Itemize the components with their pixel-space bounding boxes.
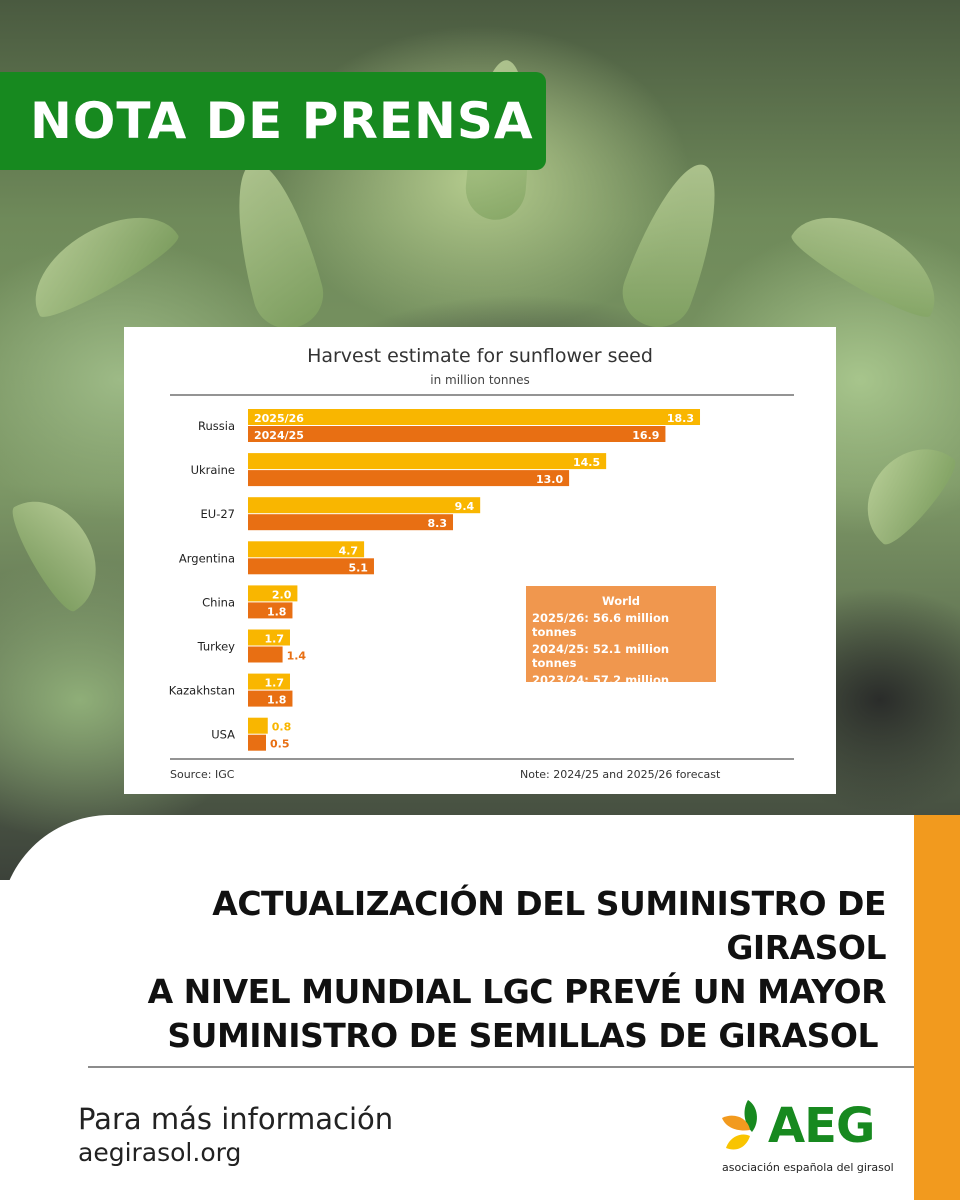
chart-note: Note: 2024/25 and 2025/26 forecast <box>520 768 721 781</box>
category-label: Argentina <box>179 551 235 565</box>
category-label: Kazakhstan <box>169 684 235 698</box>
bar-value-label: 4.7 <box>339 544 359 557</box>
bar-value-label: 1.7 <box>264 633 284 646</box>
series-label: 2025/26 <box>254 412 304 425</box>
bar-2025-26 <box>248 541 365 558</box>
category-label: EU-27 <box>201 507 235 521</box>
bar-value-label: 1.7 <box>264 677 284 690</box>
bar-value-label: 0.8 <box>272 721 292 734</box>
headline: ACTUALIZACIÓN DEL SUMINISTRO DE GIRASOL … <box>66 882 887 1058</box>
bar-2024-25 <box>248 514 454 531</box>
bar-2025-26 <box>248 717 268 734</box>
bar-value-label: 1.4 <box>287 650 307 663</box>
chart-subtitle: in million tonnes <box>430 373 530 387</box>
category-label: USA <box>211 728 235 742</box>
category-label: Ukraine <box>191 463 235 477</box>
category-label: Russia <box>198 419 235 433</box>
press-release-badge: NOTA DE PRENSA <box>0 72 546 170</box>
bar-2024-25 <box>248 690 293 707</box>
world-total-annotation: World 2025/26: 56.6 million tonnes 2024/… <box>526 586 716 701</box>
bar-2024-25 <box>248 646 283 663</box>
bar-value-label: 14.5 <box>573 456 600 469</box>
bar-value-label: 18.3 <box>667 412 694 425</box>
world-annotation-line: 2023/24: 57.2 million tonnes <box>532 673 670 701</box>
bar-value-label: 16.9 <box>632 429 659 442</box>
headline-line: ACTUALIZACIÓN DEL SUMINISTRO DE GIRASOL <box>212 884 886 967</box>
bar-2025-26 <box>248 585 298 602</box>
logo-text: AEG <box>768 1098 875 1154</box>
chart-source: Source: IGC <box>170 768 235 781</box>
bar-value-label: 13.0 <box>536 473 563 486</box>
world-annotation-line: 2025/26: 56.6 million tonnes <box>532 611 670 639</box>
bar-value-label: 5.1 <box>348 561 368 574</box>
bar-2024-25 <box>248 470 570 487</box>
website-link[interactable]: aegirasol.org <box>78 1138 242 1167</box>
logo-tagline: asociación española del girasol <box>722 1161 894 1174</box>
bar-2025-26 <box>248 629 290 646</box>
headline-line: SUMINISTRO DE SEMILLAS DE GIRASOL <box>167 1016 878 1055</box>
aeg-logo-icon <box>722 1100 757 1150</box>
headline-panel <box>0 815 914 1200</box>
accent-bar <box>914 815 960 1200</box>
harvest-chart: Harvest estimate for sunflower seed in m… <box>124 327 836 794</box>
chart-plot: Russia 18.3 2025/26 16.9 2024/25 Ukraine 14.5 1… <box>169 394 794 760</box>
bar-value-label: 2.0 <box>272 588 292 601</box>
world-annotation-line: 2024/25: 52.1 million tonnes <box>532 642 670 670</box>
divider <box>88 1066 914 1068</box>
bar-2025-26 <box>248 453 607 470</box>
bar-value-label: 1.8 <box>267 605 287 618</box>
bar-value-label: 1.8 <box>267 694 287 707</box>
bar-value-label: 8.3 <box>428 517 448 530</box>
category-label: Turkey <box>197 640 236 654</box>
chart-title: Harvest estimate for sunflower seed <box>307 345 653 367</box>
bar-2024-25 <box>248 602 293 619</box>
bar-value-label: 9.4 <box>455 500 475 513</box>
bar-2025-26 <box>248 673 290 690</box>
series-label: 2024/25 <box>254 429 304 442</box>
bar-2024-25 <box>248 734 266 751</box>
world-annotation-title: World <box>601 594 641 608</box>
bar-value-label: 0.5 <box>270 738 290 751</box>
bar-2025-26 <box>248 409 701 425</box>
bar-2025-26 <box>248 497 481 514</box>
bar-2024-25 <box>248 426 666 442</box>
bar-2024-25 <box>248 558 374 575</box>
category-label: China <box>202 595 235 609</box>
headline-line: A NIVEL MUNDIAL LGC PREVÉ UN MAYOR <box>147 972 887 1011</box>
more-info-text: Para más información <box>78 1102 394 1136</box>
press-release-label: NOTA DE PRENSA <box>30 92 534 150</box>
